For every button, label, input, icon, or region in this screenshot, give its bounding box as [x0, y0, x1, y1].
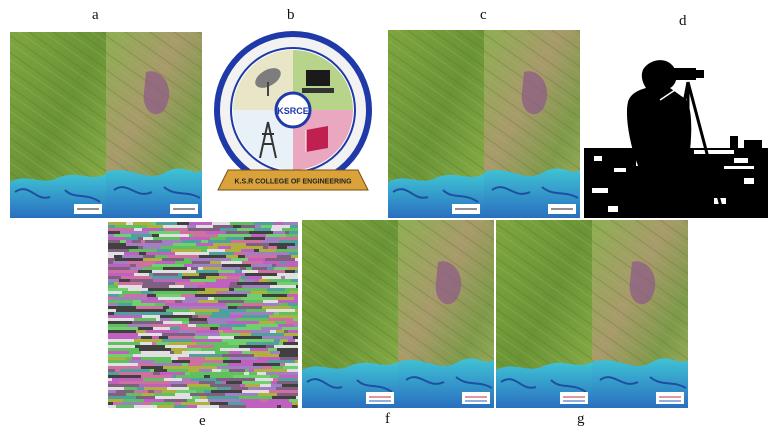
label-e: e [199, 413, 206, 429]
panel-g [496, 220, 688, 408]
satellite-image-left [302, 220, 398, 408]
panel-d [584, 38, 768, 218]
encrypted-noise-image [108, 222, 298, 408]
logo-center-text: KSRCE [277, 106, 309, 116]
book-icon [305, 126, 328, 152]
transmission-tower-icon [259, 121, 277, 159]
satellite-image-left [496, 220, 592, 408]
satellite-image-right [106, 32, 202, 218]
computer-icon [302, 70, 334, 93]
panel-b-logo: KSRCE K.S.R COLLEGE OF ENGINEERING [208, 30, 378, 200]
panel-e [108, 222, 298, 408]
satellite-image-left [388, 30, 484, 218]
label-a: a [92, 7, 99, 23]
panel-c [388, 30, 580, 218]
college-logo: KSRCE K.S.R COLLEGE OF ENGINEERING [214, 31, 372, 191]
satellite-image-left [10, 32, 106, 218]
label-g: g [577, 411, 585, 427]
satellite-dish-icon [255, 68, 281, 96]
logo-ring-text: K.S.R COLLEGE OF ENGINEERING [234, 179, 352, 186]
panel-f [302, 220, 494, 408]
label-d: d [679, 13, 687, 29]
panel-a [10, 32, 202, 218]
satellite-image-right [592, 220, 688, 408]
satellite-image-right [484, 30, 580, 218]
label-c: c [480, 7, 487, 23]
binary-photo-cameraman [584, 38, 768, 218]
satellite-image-right [398, 220, 494, 408]
label-f: f [385, 411, 390, 427]
label-b: b [287, 7, 295, 23]
